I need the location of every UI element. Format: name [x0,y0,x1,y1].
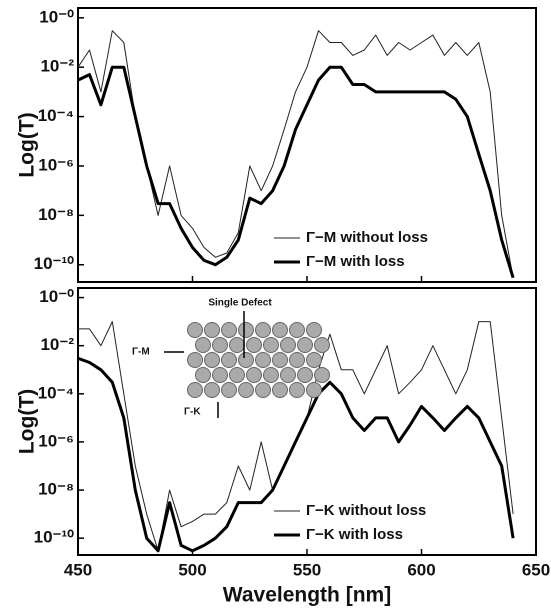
lattice-rod [238,352,254,368]
y-axis-label: Log(T) [16,112,39,177]
lattice-rod [204,322,220,338]
lattice-rod [221,382,237,398]
annotation: Γ-M [132,347,150,358]
lattice-rod [272,322,288,338]
lattice-rod [289,352,305,368]
x-tick-label: 550 [293,560,321,579]
lattice-rod [229,367,245,383]
y-tick-label: 10⁻¹⁰ [34,528,75,547]
lattice-rod [255,382,271,398]
lattice-rod [204,382,220,398]
lattice-rod [204,352,220,368]
lattice-rod [306,382,322,398]
lattice-rod [272,382,288,398]
lattice-rod [297,367,313,383]
lattice-rod [272,352,288,368]
lattice-rod [314,367,330,383]
lattice-rod [187,352,203,368]
x-tick-label: 600 [407,560,435,579]
y-tick-label: 10⁻⁶ [38,155,74,174]
lattice-rod [238,382,254,398]
lattice-rod [187,382,203,398]
inset-lattice [187,322,330,398]
y-tick-label: 10⁻⁴ [38,106,74,125]
y-tick-label: 10⁻⁴ [38,383,74,402]
lattice-rod [212,367,228,383]
x-tick-label: 500 [178,560,206,579]
series-line [78,356,515,553]
lattice-rod [246,337,262,353]
y-tick-label: 10⁻⁸ [38,205,74,224]
lattice-rod [238,322,254,338]
y-tick-label: 10⁻² [40,335,74,354]
lattice-rod [221,322,237,338]
y-tick-label: 10⁻⁰ [39,7,74,26]
lattice-rod [280,337,296,353]
lattice-rod [280,367,296,383]
lattice-rod [255,322,271,338]
lattice-rod [306,352,322,368]
lattice-rod [212,337,228,353]
series-line [78,65,515,279]
annotation: Single Defect [208,298,272,309]
lattice-rod [246,367,262,383]
lattice-rod [289,322,305,338]
lattice-rod [306,322,322,338]
lattice-rod [263,367,279,383]
lattice-rod [289,382,305,398]
lattice-rod [314,337,330,353]
legend-label: Γ−M without loss [306,229,428,246]
x-tick-label: 450 [64,560,92,579]
x-tick-label: 650 [522,560,550,579]
y-tick-label: 10⁻⁸ [38,480,74,499]
lattice-rod [195,367,211,383]
legend-label: Γ−K with loss [306,526,403,543]
lattice-rod [297,337,313,353]
lattice-rod [187,322,203,338]
y-axis-label: Log(T) [16,389,39,454]
legend-label: Γ−M with loss [306,253,405,270]
lattice-rod [195,337,211,353]
annotation: Γ-K [184,407,201,418]
y-tick-label: 10⁻⁶ [38,431,74,450]
legend-label: Γ−K without loss [306,502,426,519]
y-tick-label: 10⁻¹⁰ [34,254,75,273]
lattice-rod [221,352,237,368]
y-tick-label: 10⁻² [40,57,74,76]
lattice-rod [229,337,245,353]
x-axis-label: Wavelength [nm] [223,584,391,607]
lattice-rod [255,352,271,368]
lattice-rod [263,337,279,353]
y-tick-label: 10⁻⁰ [39,287,74,306]
